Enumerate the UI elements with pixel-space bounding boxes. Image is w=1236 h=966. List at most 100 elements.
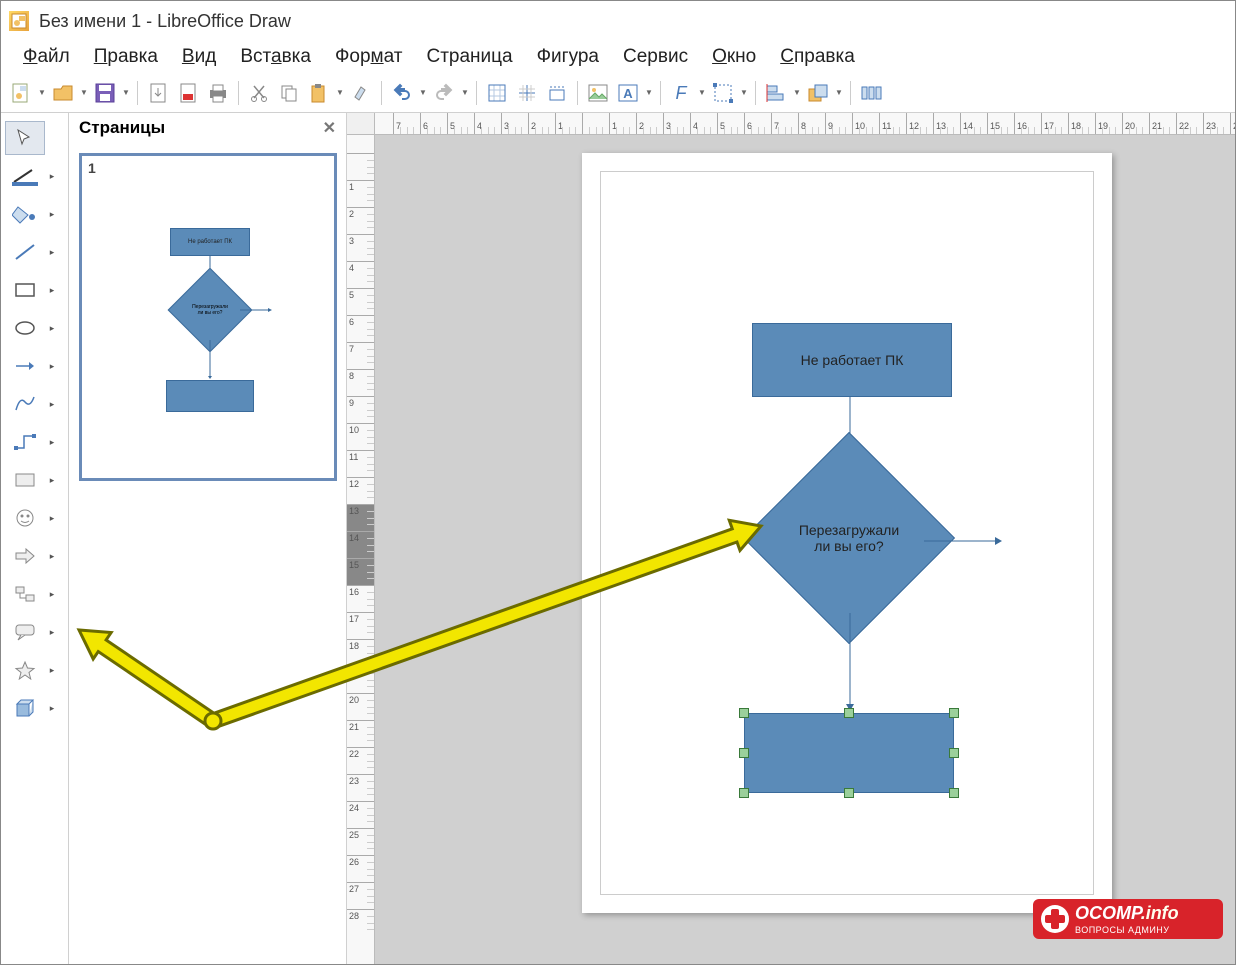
paste-button[interactable] xyxy=(305,79,333,107)
page-thumbnail[interactable]: 1 Не работает ПК Перезагружалили вы его? xyxy=(79,153,337,481)
rectangle-tool[interactable] xyxy=(5,273,45,307)
undo-button[interactable] xyxy=(388,79,416,107)
undo-dropdown[interactable]: ▼ xyxy=(418,79,428,107)
save-button[interactable] xyxy=(91,79,119,107)
flowchart-process-box-selected[interactable] xyxy=(744,713,954,793)
new-doc-dropdown[interactable]: ▼ xyxy=(37,79,47,107)
helplines-button[interactable] xyxy=(543,79,571,107)
flowchart-connector[interactable] xyxy=(924,533,1002,551)
rectangle-tool-dropdown[interactable]: ▸ xyxy=(45,285,59,296)
connector-tool-dropdown[interactable]: ▸ xyxy=(45,437,59,448)
line-color-tool[interactable] xyxy=(5,159,45,193)
ruler-vertical: 1234567891011121314151617181920212223242… xyxy=(347,135,375,964)
thumb-shape xyxy=(166,380,254,412)
menu-файл[interactable]: Файл xyxy=(13,44,80,70)
selection-handle[interactable] xyxy=(844,708,854,718)
open-button[interactable] xyxy=(49,79,77,107)
stars-tool[interactable] xyxy=(5,653,45,687)
pages-panel-close-icon[interactable]: ✕ xyxy=(323,118,336,138)
block-arrows-tool-dropdown[interactable]: ▸ xyxy=(45,551,59,562)
redo-button[interactable] xyxy=(430,79,458,107)
redo-dropdown[interactable]: ▼ xyxy=(460,79,470,107)
symbol-shapes-tool[interactable] xyxy=(5,501,45,535)
cut-button[interactable] xyxy=(245,79,273,107)
line-tool-dropdown[interactable]: ▸ xyxy=(45,247,59,258)
fill-color-tool-dropdown[interactable]: ▸ xyxy=(45,209,59,220)
flowchart-tool[interactable] xyxy=(5,577,45,611)
line-color-tool-dropdown[interactable]: ▸ xyxy=(45,171,59,182)
fill-color-tool[interactable] xyxy=(5,197,45,231)
textbox-button[interactable]: A xyxy=(614,79,642,107)
basic-shapes-tool[interactable] xyxy=(5,463,45,497)
selection-handle[interactable] xyxy=(739,748,749,758)
3d-tool[interactable] xyxy=(5,691,45,725)
selection-handle[interactable] xyxy=(739,788,749,798)
menu-справка[interactable]: Справка xyxy=(770,44,865,70)
paste-dropdown[interactable]: ▼ xyxy=(335,79,345,107)
print-button[interactable] xyxy=(204,79,232,107)
textbox-dropdown[interactable]: ▼ xyxy=(644,79,654,107)
transform-dropdown[interactable]: ▼ xyxy=(739,79,749,107)
open-dropdown[interactable]: ▼ xyxy=(79,79,89,107)
tools-sidebar: ▸ ▸ ▸ ▸ ▸ ▸ ▸ ▸ ▸ ▸ ▸ ▸ ▸ ▸ ▸ xyxy=(1,113,69,964)
menu-формат[interactable]: Формат xyxy=(325,44,413,70)
flowchart-tool-dropdown[interactable]: ▸ xyxy=(45,589,59,600)
arrow-tool-dropdown[interactable]: ▸ xyxy=(45,361,59,372)
selection-handle[interactable] xyxy=(949,708,959,718)
export-button[interactable] xyxy=(144,79,172,107)
curve-tool[interactable] xyxy=(5,387,45,421)
selection-handle[interactable] xyxy=(949,788,959,798)
flowchart-connector[interactable] xyxy=(845,613,855,716)
callout-tool[interactable] xyxy=(5,615,45,649)
fontwork-button[interactable]: F xyxy=(667,79,695,107)
new-doc-button[interactable] xyxy=(7,79,35,107)
menu-фигура[interactable]: Фигура xyxy=(527,44,609,70)
snap-button[interactable] xyxy=(513,79,541,107)
selection-handle[interactable] xyxy=(739,708,749,718)
save-dropdown[interactable]: ▼ xyxy=(121,79,131,107)
ruler-horizontal: 7654321123456789101112131415161718192021… xyxy=(375,113,1235,135)
drawing-page[interactable]: Не работает ПК Перезагружали ли вы его? xyxy=(582,153,1112,913)
menu-вставка[interactable]: Вставка xyxy=(230,44,321,70)
thumb-shape: Не работает ПК xyxy=(170,228,250,256)
flowchart-process-box[interactable]: Не работает ПК xyxy=(752,323,952,397)
arrange-button[interactable] xyxy=(804,79,832,107)
transform-button[interactable] xyxy=(709,79,737,107)
flowchart-decision-diamond[interactable]: Перезагружали ли вы его? xyxy=(774,463,924,613)
watermark-badge: OCOMP.info ВОПРОСЫ АДМИНУ xyxy=(1033,895,1223,948)
align-button[interactable] xyxy=(762,79,790,107)
align-dropdown[interactable]: ▼ xyxy=(792,79,802,107)
ellipse-tool[interactable] xyxy=(5,311,45,345)
arrow-tool[interactable] xyxy=(5,349,45,383)
connector-tool[interactable] xyxy=(5,425,45,459)
block-arrows-tool[interactable] xyxy=(5,539,45,573)
menu-вид[interactable]: Вид xyxy=(172,44,226,70)
pages-panel-title: Страницы xyxy=(79,118,165,138)
clone-format-button[interactable] xyxy=(347,79,375,107)
line-tool[interactable] xyxy=(5,235,45,269)
distribute-button[interactable] xyxy=(857,79,885,107)
menu-страница[interactable]: Страница xyxy=(416,44,522,70)
basic-shapes-tool-dropdown[interactable]: ▸ xyxy=(45,475,59,486)
canvas-area[interactable]: 7654321123456789101112131415161718192021… xyxy=(347,113,1235,964)
select-tool[interactable] xyxy=(5,121,45,155)
menu-правка[interactable]: Правка xyxy=(84,44,168,70)
menu-сервис[interactable]: Сервис xyxy=(613,44,698,70)
selection-handle[interactable] xyxy=(844,788,854,798)
export-pdf-button[interactable] xyxy=(174,79,202,107)
callout-tool-dropdown[interactable]: ▸ xyxy=(45,627,59,638)
symbol-shapes-tool-dropdown[interactable]: ▸ xyxy=(45,513,59,524)
selection-handle[interactable] xyxy=(949,748,959,758)
menu-окно[interactable]: Окно xyxy=(702,44,766,70)
curve-tool-dropdown[interactable]: ▸ xyxy=(45,399,59,410)
pages-panel: Страницы ✕ 1 Не работает ПК Перезагружал… xyxy=(69,113,347,964)
arrange-dropdown[interactable]: ▼ xyxy=(834,79,844,107)
stars-tool-dropdown[interactable]: ▸ xyxy=(45,665,59,676)
fontwork-dropdown[interactable]: ▼ xyxy=(697,79,707,107)
image-button[interactable] xyxy=(584,79,612,107)
grid-button[interactable] xyxy=(483,79,511,107)
ellipse-tool-dropdown[interactable]: ▸ xyxy=(45,323,59,334)
toolbar-main: ▼ ▼ ▼ ▼ ▼ ▼ A ▼ F ▼ ▼ ▼ ▼ xyxy=(1,73,1235,113)
copy-button[interactable] xyxy=(275,79,303,107)
3d-tool-dropdown[interactable]: ▸ xyxy=(45,703,59,714)
